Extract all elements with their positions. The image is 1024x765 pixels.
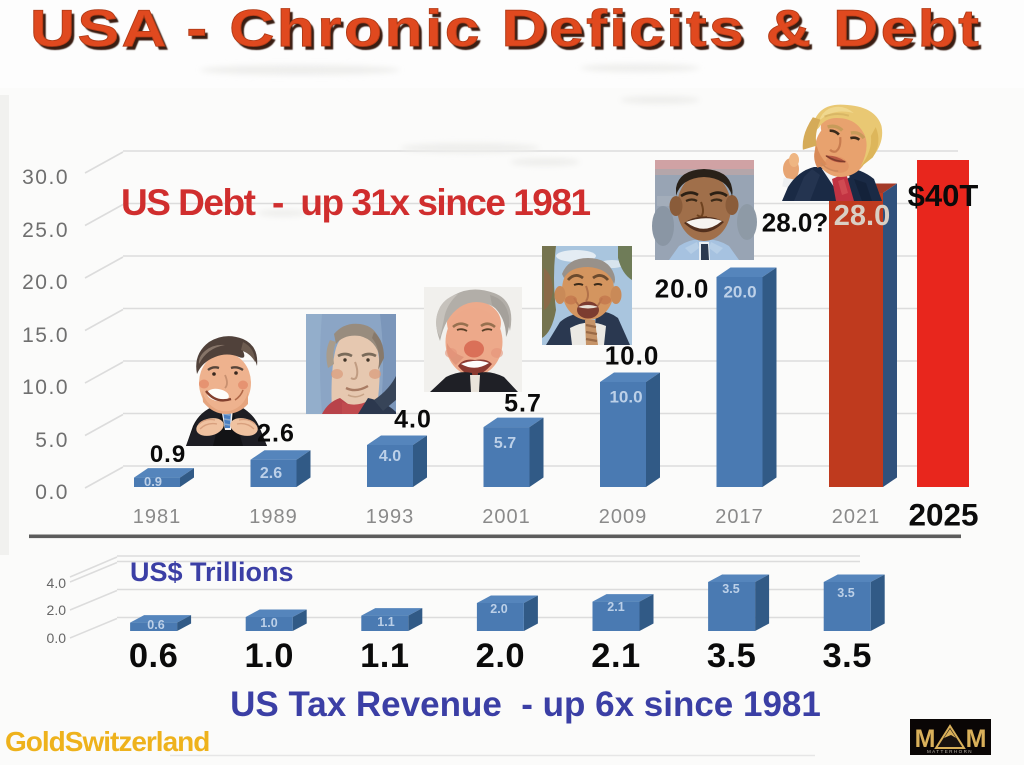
svg-text:MATTERHORN: MATTERHORN (927, 749, 973, 754)
svg-text:M: M (966, 725, 987, 753)
svg-text:M: M (915, 725, 936, 753)
